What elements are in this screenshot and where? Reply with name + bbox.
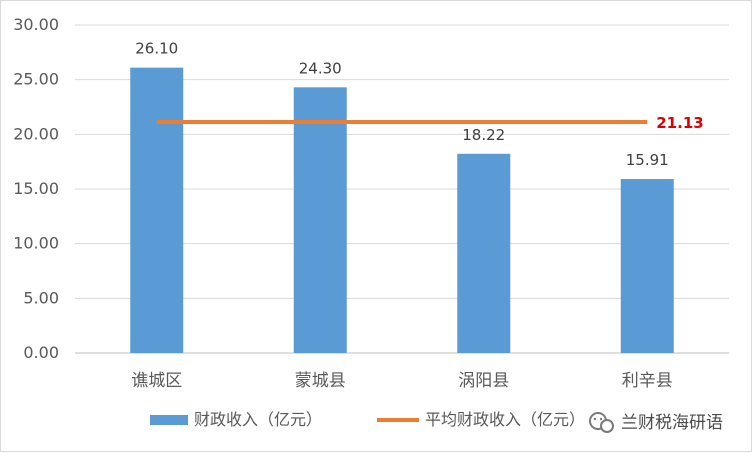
watermark-text: 兰财税海研语 [621,413,723,433]
average-line-group: 21.13 [156,114,704,132]
bar-value-label: 26.10 [135,40,178,58]
legend: 财政收入（亿元） 平均财政收入（亿元） [150,410,585,429]
x-tick-label: 蒙城县 [295,371,346,391]
x-axis-ticks: 谯城区 蒙城县 涡阳县 利辛县 [131,371,673,391]
y-tick-label: 10.00 [13,234,59,253]
data-labels: 26.10 24.30 18.22 15.91 [135,40,668,169]
legend-label-line: 平均财政收入（亿元） [425,410,585,429]
y-tick-label: 20.00 [13,124,59,143]
bar [620,179,674,353]
y-tick-label: 25.00 [13,70,59,89]
x-tick-label: 谯城区 [131,371,182,391]
x-tick-label: 利辛县 [622,371,673,391]
bar [130,67,184,353]
x-tick-label: 涡阳县 [458,371,509,391]
average-value-label: 21.13 [656,114,703,132]
y-tick-label: 30.00 [13,15,59,34]
legend-swatch-bar [150,415,188,425]
watermark: 兰财税海研语 [583,407,733,437]
y-tick-label: 0.00 [23,343,59,362]
y-tick-label: 5.00 [23,288,59,307]
bar-value-label: 24.30 [299,59,342,77]
bars [130,67,674,353]
y-axis-ticks: 0.00 5.00 10.00 15.00 20.00 25.00 30.00 [13,15,59,362]
bar [293,87,347,353]
wechat-icon [589,412,614,433]
gridlines [75,24,729,354]
bar-value-label: 15.91 [626,151,669,169]
legend-label-bar: 财政收入（亿元） [194,410,322,429]
y-tick-label: 15.00 [13,179,59,198]
bar-value-label: 18.22 [462,126,505,144]
bar [457,153,511,353]
